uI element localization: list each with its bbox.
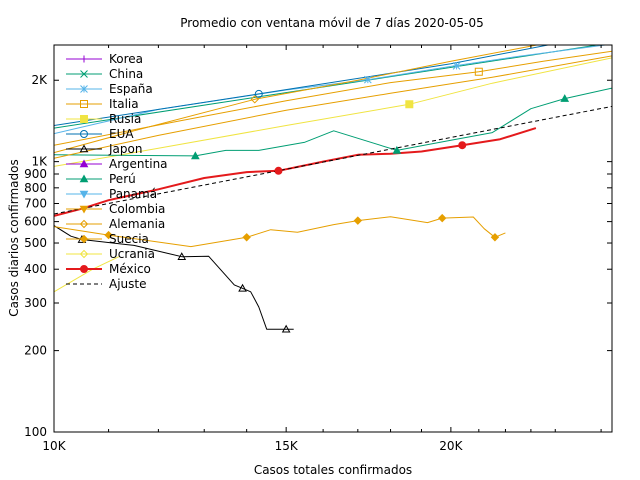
y-tick-label: 1K (31, 155, 48, 169)
series-line-peru (54, 87, 612, 157)
y-tick-label: 600 (24, 215, 47, 229)
y-tick-label: 2K (31, 73, 48, 87)
legend-label-eua: EUA (109, 127, 134, 141)
series-line-alemania (54, 45, 540, 154)
series-line-china (54, 45, 601, 129)
data-point-espana (452, 62, 461, 70)
legend-label-rusia: Rusia (109, 112, 141, 126)
data-point-peru (392, 145, 402, 154)
legend-label-japon: Japon (108, 142, 142, 156)
x-tick-label: 10K (42, 439, 66, 453)
legend-label-ucrania: Ucrania (109, 247, 155, 261)
legend-marker-suecia (79, 234, 89, 244)
data-point-suecia (490, 233, 500, 242)
legend-marker-alemania (79, 219, 89, 229)
data-point-peru (190, 151, 200, 160)
data-point-suecia (353, 216, 363, 225)
data-point-suecia (104, 230, 113, 240)
series-line-rusia (54, 57, 612, 167)
plot-frame (53, 44, 613, 433)
legend-label-korea: Korea (109, 52, 143, 66)
legend-label-alemania: Alemania (109, 217, 165, 231)
data-point-japon (238, 283, 247, 292)
legend-label-mexico: México (109, 262, 151, 276)
y-tick-label: 500 (24, 236, 47, 250)
series-line-italia (54, 50, 612, 146)
legend-marker-rusia (80, 115, 88, 123)
legend-label-suecia: Suecia (109, 232, 149, 246)
y-tick-label: 700 (24, 197, 47, 211)
chart-title: Promedio con ventana móvil de 7 días 202… (180, 16, 484, 30)
legend-marker-italia (80, 100, 88, 108)
legend-marker-colombia (79, 205, 89, 214)
series-line-eua (54, 45, 551, 126)
y-tick-label: 400 (24, 262, 47, 276)
marker-layer (77, 62, 570, 333)
legend-marker-korea (80, 55, 88, 63)
legend-label-italia: Italia (109, 97, 139, 111)
y-tick-label: 300 (24, 296, 47, 310)
data-point-mexico (458, 141, 467, 150)
data-point-peru (560, 94, 570, 102)
legend-marker-panama (79, 190, 89, 199)
x-tick-label: 20K (439, 439, 463, 453)
legend-label-china: China (109, 67, 143, 81)
y-tick-label: 900 (24, 167, 47, 181)
legend-marker-argentina (79, 159, 89, 168)
series-line-mexico (54, 127, 537, 217)
legend-label-ajuste: Ajuste (109, 277, 147, 291)
legend-label-argentina: Argentina (109, 157, 168, 171)
y-tick-label: 100 (24, 425, 47, 439)
legend: KoreaChinaEspañaItaliaRusiaEUAJaponArgen… (66, 52, 168, 291)
x-tick-label: 15K (275, 439, 299, 453)
data-point-eua (254, 89, 263, 98)
series-line-colombia (54, 55, 612, 159)
legend-marker-mexico (80, 265, 88, 273)
legend-marker-peru (79, 174, 89, 183)
legend-label-panama: Panamá (109, 187, 157, 201)
x-axis-label: Casos totales confirmados (254, 463, 412, 477)
data-point-alemania (250, 95, 259, 104)
data-point-italia (474, 67, 483, 76)
legend-label-colombia: Colombia (109, 202, 165, 216)
data-point-suecia (438, 213, 447, 223)
y-axis-label: Casos diarios confirmados (7, 159, 21, 316)
legend-marker-espana (80, 85, 88, 93)
legend-marker-eua (80, 130, 88, 138)
data-point-mexico (274, 166, 283, 175)
data-point-espana (363, 75, 372, 84)
y-tick-label: 800 (24, 181, 47, 195)
x-axis: 10K 15K 20K (42, 45, 602, 453)
data-point-rusia (405, 100, 414, 109)
legend-label-peru: Perú (109, 172, 136, 186)
legend-label-espana: España (109, 82, 153, 96)
legend-marker-ucrania (79, 249, 89, 259)
series-line-ajuste (54, 105, 612, 215)
legend-marker-japon (79, 144, 89, 153)
data-point-suecia (242, 233, 251, 242)
data-point-japon (281, 324, 291, 333)
data-point-japon (177, 252, 187, 261)
y-tick-label: 200 (24, 344, 47, 358)
legend-marker-china (80, 70, 88, 78)
